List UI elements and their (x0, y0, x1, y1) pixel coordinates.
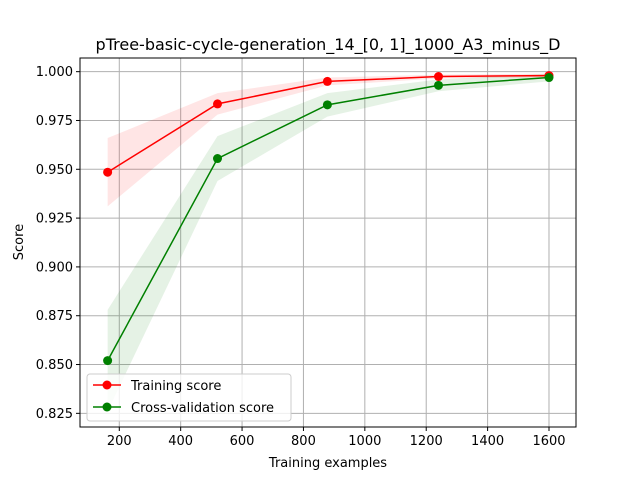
plot-area (76, 57, 577, 431)
y-axis-label: Score (12, 224, 27, 260)
plot-frame (79, 57, 577, 428)
x-tick-label: 1400 (471, 434, 504, 449)
y-tick-label: 0.825 (36, 407, 73, 422)
data-point (103, 167, 113, 177)
data-point (322, 76, 332, 86)
y-tick-label: 0.975 (36, 114, 73, 129)
data-point (433, 72, 443, 82)
y-tick-labels: 0.825 0.850 0.875 0.900 0.925 0.950 0.975 1.000 (36, 65, 73, 422)
series-points (103, 71, 554, 366)
plot-background (80, 58, 576, 427)
y-tick-label: 0.850 (36, 358, 73, 373)
data-point (103, 356, 113, 366)
y-tick-label: 0.900 (36, 260, 73, 275)
legend-box (86, 373, 292, 422)
y-tick-label: 1.000 (36, 65, 73, 80)
legend-label-training: Training score (130, 379, 221, 394)
x-tick-label: 400 (168, 434, 193, 449)
legend: Training score Cross-validation score (86, 373, 292, 422)
data-point (544, 73, 554, 83)
grid (80, 58, 576, 427)
legend-marker-cv (102, 402, 112, 412)
x-tick-label: 1200 (410, 434, 443, 449)
data-point (213, 99, 223, 109)
x-axis-label: Training examples (268, 456, 387, 471)
legend-marker-training (102, 380, 112, 390)
y-tick-label: 0.950 (36, 163, 73, 178)
x-tick-label: 600 (230, 434, 255, 449)
data-point (433, 80, 443, 90)
legend-label-cv: Cross-validation score (131, 401, 274, 416)
x-tick-label: 1600 (532, 434, 565, 449)
data-point (322, 100, 332, 110)
x-tick-label: 800 (291, 434, 316, 449)
x-tick-label: 200 (107, 434, 132, 449)
y-tick-label: 0.875 (36, 309, 73, 324)
axis-ticks (76, 71, 550, 431)
x-tick-label: 1000 (348, 434, 381, 449)
data-point (213, 154, 223, 164)
x-tick-labels: 200 400 600 800 1000 1200 1400 1600 (107, 434, 566, 449)
y-tick-label: 0.925 (36, 212, 73, 227)
chart-title: pTree-basic-cycle-generation_14_[0, 1]_1… (96, 35, 561, 55)
